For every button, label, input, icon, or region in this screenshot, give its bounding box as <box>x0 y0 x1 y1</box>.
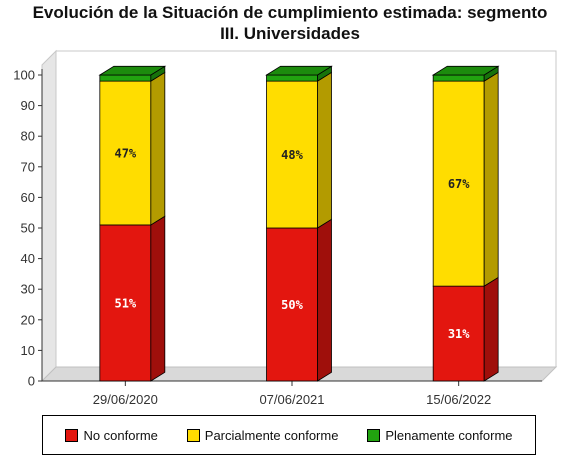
bar-side-face <box>317 218 332 382</box>
bar-top-face <box>265 65 333 76</box>
chart-title: Evolución de la Situación de cumplimient… <box>0 2 580 44</box>
legend-item: No conforme <box>65 427 158 443</box>
y-tick-label: 90 <box>21 98 35 113</box>
legend-swatch <box>186 428 200 442</box>
legend-label: No conforme <box>83 427 158 443</box>
x-tick-label: 07/06/2021 <box>259 392 324 407</box>
y-tick-label: 30 <box>21 282 35 297</box>
data-label: 31% <box>448 327 470 341</box>
y-tick-label: 60 <box>21 190 35 205</box>
data-label: 67% <box>448 177 470 191</box>
legend-item: Parcialmente conforme <box>186 427 339 443</box>
bar-parcialmente-conforme <box>432 80 485 287</box>
data-label: 51% <box>114 296 136 310</box>
x-tick-label: 29/06/2020 <box>93 392 158 407</box>
legend-swatch <box>65 428 79 442</box>
y-tick-label: 80 <box>21 129 35 144</box>
bar-side-face <box>150 215 166 382</box>
bar-plenamente-conforme <box>99 74 152 82</box>
chart-plot: 0 10 20 30 40 50 60 70 80 90 100 29/06/2020 51% 47% 07… <box>13 49 558 407</box>
data-label: 48% <box>281 148 303 162</box>
legend-swatch <box>367 428 381 442</box>
y-tick-label: 10 <box>21 343 35 358</box>
bar-top-face <box>431 65 500 76</box>
bar-no-conforme <box>432 285 485 382</box>
chart-title-line-1: Evolución de la Situación de cumplimient… <box>32 3 548 22</box>
legend-label: Parcialmente conforme <box>204 427 339 443</box>
bar-side-face <box>483 71 499 287</box>
y-tick-label: 40 <box>21 251 35 266</box>
bar-side-face <box>483 276 499 382</box>
y-tick-label: 100 <box>13 68 35 83</box>
y-tick-label: 50 <box>21 221 35 236</box>
y-tick-label: 0 <box>28 374 35 389</box>
bar-side-face <box>317 71 332 229</box>
y-tick-label: 20 <box>21 312 35 327</box>
plot-side-wall <box>41 49 57 383</box>
y-tick-label: 70 <box>21 159 35 174</box>
chart-title-line-2: III. Universidades <box>220 24 360 43</box>
chart-legend: No conforme Parcialmente conforme Plenamen… <box>42 415 536 455</box>
legend-label: Plenamente conforme <box>385 427 513 443</box>
bar-no-conforme <box>266 227 318 382</box>
data-label: 47% <box>114 147 136 161</box>
bar-side-face <box>150 71 166 226</box>
bar-plenamente-conforme <box>266 74 318 82</box>
bar-plenamente-conforme <box>432 74 485 82</box>
x-tick-label: 15/06/2022 <box>426 392 491 407</box>
bar-top-face <box>98 65 167 76</box>
data-label: 50% <box>281 298 303 312</box>
legend-item: Plenamente conforme <box>367 427 513 443</box>
bar-no-conforme <box>99 224 152 382</box>
